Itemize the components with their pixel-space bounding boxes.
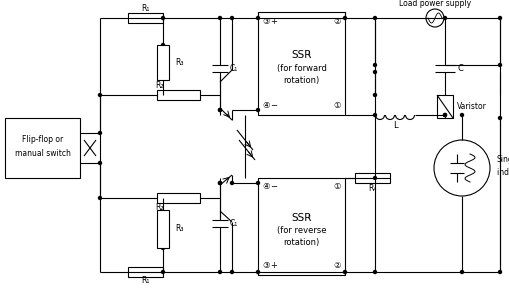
Text: Varistor: Varistor — [456, 102, 486, 111]
Text: L: L — [392, 121, 397, 130]
Circle shape — [161, 271, 164, 273]
Text: C: C — [457, 64, 463, 73]
Text: R₁: R₁ — [141, 3, 150, 12]
Text: R₂: R₂ — [155, 204, 163, 213]
Circle shape — [373, 64, 376, 66]
Text: SSR: SSR — [291, 50, 311, 60]
Text: ④: ④ — [262, 182, 269, 191]
Circle shape — [343, 17, 346, 19]
Text: ₂: ₂ — [307, 213, 310, 219]
Circle shape — [218, 182, 221, 184]
Circle shape — [218, 271, 221, 273]
Circle shape — [373, 177, 376, 180]
Circle shape — [460, 271, 463, 273]
Text: (for forward: (for forward — [276, 64, 326, 72]
Circle shape — [373, 70, 376, 73]
Bar — [157, 210, 168, 248]
Circle shape — [373, 113, 376, 117]
Circle shape — [497, 117, 500, 119]
Text: +: + — [270, 262, 277, 271]
Text: −: − — [270, 182, 277, 191]
Text: ①: ① — [332, 102, 340, 110]
Text: ₁: ₁ — [307, 50, 310, 56]
Text: C₁: C₁ — [230, 64, 238, 73]
Text: ①: ① — [332, 182, 340, 191]
Text: (for reverse: (for reverse — [276, 226, 326, 235]
Circle shape — [218, 182, 221, 184]
Circle shape — [343, 271, 346, 273]
Text: ④: ④ — [262, 102, 269, 110]
Text: R₃: R₃ — [175, 58, 183, 67]
Bar — [5, 118, 80, 178]
Circle shape — [497, 64, 500, 66]
Circle shape — [230, 17, 233, 19]
Text: Flip-flop or: Flip-flop or — [22, 135, 63, 144]
Bar — [354, 173, 389, 183]
Text: Single-phase: Single-phase — [496, 155, 509, 164]
Bar — [157, 193, 200, 203]
Text: manual switch: manual switch — [15, 148, 70, 157]
Circle shape — [373, 271, 376, 273]
Circle shape — [98, 131, 101, 135]
Circle shape — [497, 271, 500, 273]
Circle shape — [98, 162, 101, 164]
Circle shape — [443, 17, 445, 19]
Text: SSR: SSR — [291, 213, 311, 223]
Bar — [436, 95, 452, 118]
Bar — [157, 45, 168, 80]
Text: Load power supply: Load power supply — [398, 0, 470, 8]
Circle shape — [161, 246, 164, 249]
Bar — [128, 267, 163, 277]
Text: ③: ③ — [262, 17, 269, 26]
Text: R₂: R₂ — [155, 81, 163, 90]
Circle shape — [218, 108, 221, 111]
Circle shape — [98, 93, 101, 97]
Circle shape — [230, 182, 233, 184]
Circle shape — [443, 113, 445, 117]
Text: −: − — [270, 102, 277, 110]
Bar — [128, 13, 163, 23]
Circle shape — [256, 182, 259, 184]
Circle shape — [161, 17, 164, 19]
Circle shape — [373, 17, 376, 19]
Text: +: + — [270, 17, 277, 26]
Text: ②: ② — [332, 17, 340, 26]
Circle shape — [256, 271, 259, 273]
Bar — [258, 178, 344, 275]
Bar — [157, 90, 200, 100]
Circle shape — [497, 17, 500, 19]
Text: ③: ③ — [262, 262, 269, 271]
Circle shape — [443, 113, 445, 117]
Text: R₃: R₃ — [175, 224, 183, 233]
Circle shape — [460, 113, 463, 117]
Text: rotation): rotation) — [283, 75, 319, 84]
Circle shape — [373, 177, 376, 180]
Text: R₄: R₄ — [367, 184, 376, 193]
Text: ②: ② — [332, 262, 340, 271]
Bar — [258, 12, 344, 115]
Circle shape — [256, 17, 259, 19]
Text: R₁: R₁ — [141, 276, 150, 285]
Circle shape — [98, 197, 101, 200]
Text: induction motor: induction motor — [496, 168, 509, 177]
Text: rotation): rotation) — [283, 238, 319, 247]
Circle shape — [161, 44, 164, 46]
Circle shape — [230, 271, 233, 273]
Circle shape — [373, 93, 376, 97]
Circle shape — [218, 108, 221, 111]
Circle shape — [218, 17, 221, 19]
Circle shape — [256, 108, 259, 111]
Text: C₁: C₁ — [230, 219, 238, 228]
